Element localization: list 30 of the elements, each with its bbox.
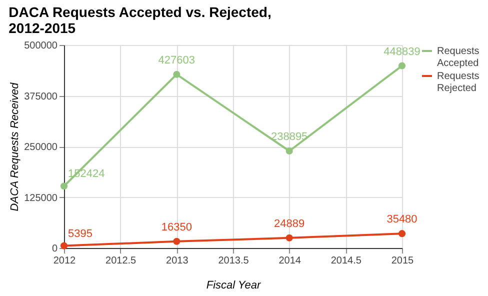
point [286, 234, 293, 242]
data-label: 448839 [384, 46, 420, 58]
x-tick-label: 2012 [53, 256, 76, 266]
data-label: 427603 [158, 54, 196, 66]
x-tick-label: 2015 [391, 256, 414, 266]
x-tick-label: 2013 [166, 256, 189, 266]
x-axis-title: Fiscal Year [206, 280, 262, 292]
data-label: 16350 [161, 221, 192, 234]
x-tick-label: 2014 [278, 256, 302, 266]
point [398, 230, 406, 238]
y-tick-label: 250000 [24, 142, 58, 153]
data-label: 24889 [274, 218, 305, 230]
legend-label: Requests Rejected [437, 71, 480, 94]
y-axis-title: DACA Requests Received [9, 82, 22, 212]
x-tick-label: 2012.5 [106, 256, 137, 266]
data-label: 35480 [386, 214, 418, 226]
data-label: 5395 [68, 228, 92, 240]
x-tick-label: 2014.5 [330, 256, 362, 266]
point [286, 147, 293, 155]
point [173, 238, 180, 245]
point [173, 70, 180, 78]
point [398, 62, 406, 70]
y-tick-label: 375000 [24, 91, 58, 102]
y-tick-label: 500000 [24, 40, 58, 52]
y-tick-label: 125000 [24, 192, 58, 204]
point [60, 182, 68, 190]
x-tick-label: 2013.5 [218, 256, 250, 266]
legend-label: Requests Accepted [437, 46, 480, 69]
y-tick-label: 0 [52, 244, 58, 254]
chart-title: DACA Requests Accepted vs. Rejected, 2012-2015 [8, 4, 272, 36]
